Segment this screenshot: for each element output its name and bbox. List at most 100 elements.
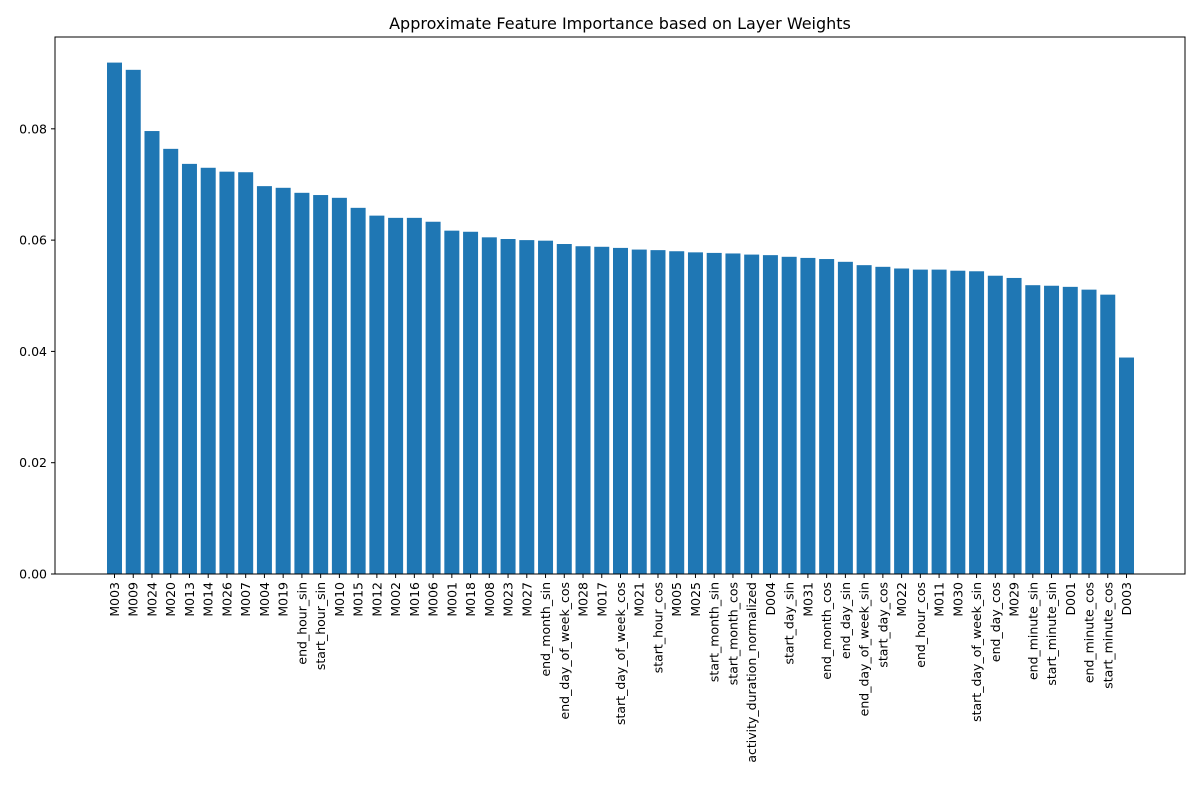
bar-M028 bbox=[575, 246, 591, 574]
bar-end_day_of_week_sin bbox=[856, 265, 872, 574]
y-tick-label: 0.04 bbox=[19, 344, 47, 359]
x-tick-label: start_hour_sin bbox=[313, 582, 328, 670]
x-tick-label: start_month_cos bbox=[725, 582, 740, 685]
x-tick-label: activity_duration_normalized bbox=[744, 582, 759, 763]
x-tick-label: M019 bbox=[276, 582, 291, 617]
bar-M023 bbox=[500, 239, 516, 574]
bar-end_month_cos bbox=[819, 259, 835, 574]
x-axis: M003 M009 M024 M020 M013 M014 M026 M007 M004 M019… bbox=[107, 574, 1134, 763]
x-tick-label: D003 bbox=[1119, 582, 1134, 615]
bar-start_month_sin bbox=[706, 252, 722, 574]
bar-start_month_cos bbox=[725, 253, 741, 575]
bar-M002 bbox=[388, 217, 404, 574]
bar-start_day_of_week_sin bbox=[969, 271, 985, 574]
bar-M022 bbox=[894, 268, 910, 574]
bar-M017 bbox=[594, 246, 610, 575]
x-tick-label: M020 bbox=[163, 582, 178, 617]
x-tick-label: end_hour_cos bbox=[913, 582, 928, 668]
x-tick-label: start_day_of_week_cos bbox=[613, 582, 628, 725]
bar-M009 bbox=[125, 69, 141, 574]
x-tick-label: M003 bbox=[107, 582, 122, 617]
bar-start_day_cos bbox=[875, 266, 891, 574]
x-tick-label: start_minute_cos bbox=[1100, 582, 1115, 689]
bar-M006 bbox=[425, 221, 441, 575]
bar-start_day_of_week_cos bbox=[613, 247, 628, 574]
x-tick-label: end_month_sin bbox=[538, 582, 553, 677]
bar-end_hour_cos bbox=[912, 269, 928, 574]
bar-M014 bbox=[200, 167, 216, 574]
bar-M005 bbox=[669, 251, 685, 574]
bar-D003 bbox=[1119, 357, 1134, 574]
bar-M010 bbox=[331, 197, 347, 574]
x-tick-label: end_minute_sin bbox=[1025, 582, 1040, 680]
x-tick-label: M011 bbox=[932, 582, 947, 617]
x-tick-label: M022 bbox=[894, 582, 909, 617]
bar-M007 bbox=[238, 172, 254, 575]
bar-M008 bbox=[481, 237, 497, 574]
x-tick-label: M024 bbox=[144, 582, 159, 617]
bar-start_minute_sin bbox=[1044, 285, 1060, 574]
x-tick-label: start_day_cos bbox=[875, 582, 890, 668]
x-tick-label: M027 bbox=[519, 582, 534, 617]
bar-activity_duration_normalized bbox=[744, 254, 760, 574]
bar-M020 bbox=[163, 148, 179, 574]
bar-start_hour_cos bbox=[650, 250, 666, 575]
x-tick-label: M017 bbox=[594, 582, 609, 617]
x-tick-label: end_day_sin bbox=[838, 582, 853, 659]
chart-title: Approximate Feature Importance based on … bbox=[389, 14, 851, 33]
bar-M019 bbox=[275, 187, 291, 574]
x-tick-label: M021 bbox=[632, 582, 647, 617]
y-tick-label: 0.08 bbox=[19, 121, 47, 136]
bar-M027 bbox=[519, 240, 535, 574]
x-tick-label: end_minute_cos bbox=[1082, 582, 1097, 683]
bar-M021 bbox=[631, 249, 647, 574]
bar-M015 bbox=[350, 207, 366, 574]
x-tick-label: start_day_sin bbox=[782, 582, 797, 665]
x-tick-label: M025 bbox=[688, 582, 703, 617]
x-tick-label: M013 bbox=[182, 582, 197, 617]
x-tick-label: D001 bbox=[1063, 582, 1078, 615]
x-tick-label: M002 bbox=[388, 582, 403, 617]
x-tick-label: M018 bbox=[463, 582, 478, 617]
bar-M025 bbox=[687, 252, 703, 574]
x-tick-label: M007 bbox=[238, 582, 253, 617]
bar-M031 bbox=[800, 257, 816, 574]
y-tick-label: 0.02 bbox=[19, 455, 47, 470]
bar-start_day_sin bbox=[781, 256, 797, 574]
x-tick-label: M028 bbox=[576, 582, 591, 617]
bar-D001 bbox=[1062, 286, 1078, 574]
x-tick-label: M030 bbox=[950, 582, 965, 617]
y-axis: 0.00 0.02 0.04 0.06 0.08 bbox=[19, 121, 55, 582]
x-tick-label: M009 bbox=[126, 582, 141, 617]
bar-end_day_of_week_cos bbox=[556, 244, 572, 574]
x-tick-label: end_month_cos bbox=[819, 582, 834, 680]
bar-end_month_sin bbox=[538, 240, 554, 574]
bar-end_hour_sin bbox=[294, 192, 310, 574]
bar-end_day_sin bbox=[837, 261, 853, 574]
bars-group bbox=[107, 62, 1134, 575]
x-tick-label: end_day_of_week_sin bbox=[857, 582, 872, 716]
bar-start_hour_sin bbox=[313, 195, 329, 575]
x-tick-label: M008 bbox=[482, 582, 497, 617]
bar-M016 bbox=[406, 217, 422, 574]
bar-D004 bbox=[762, 255, 778, 574]
x-tick-label: M010 bbox=[332, 582, 347, 617]
x-tick-label: start_month_sin bbox=[707, 582, 722, 682]
x-tick-label: M005 bbox=[669, 582, 684, 617]
bar-M012 bbox=[369, 215, 385, 574]
bar-M001 bbox=[444, 230, 460, 575]
x-tick-label: M004 bbox=[257, 582, 272, 617]
bar-M029 bbox=[1006, 277, 1022, 574]
plot-frame bbox=[54, 36, 1186, 575]
x-tick-label: M031 bbox=[800, 582, 815, 617]
x-tick-label: M029 bbox=[1007, 582, 1022, 617]
x-tick-label: M026 bbox=[219, 582, 234, 617]
x-tick-label: M016 bbox=[407, 582, 422, 617]
y-tick-label: 0.06 bbox=[19, 233, 47, 248]
x-tick-label: start_hour_cos bbox=[650, 582, 665, 673]
bar-M011 bbox=[931, 269, 947, 574]
x-tick-label: M014 bbox=[201, 582, 216, 617]
bar-M013 bbox=[181, 163, 197, 574]
x-tick-label: start_day_of_week_sin bbox=[969, 582, 984, 722]
bar-M004 bbox=[256, 186, 272, 575]
